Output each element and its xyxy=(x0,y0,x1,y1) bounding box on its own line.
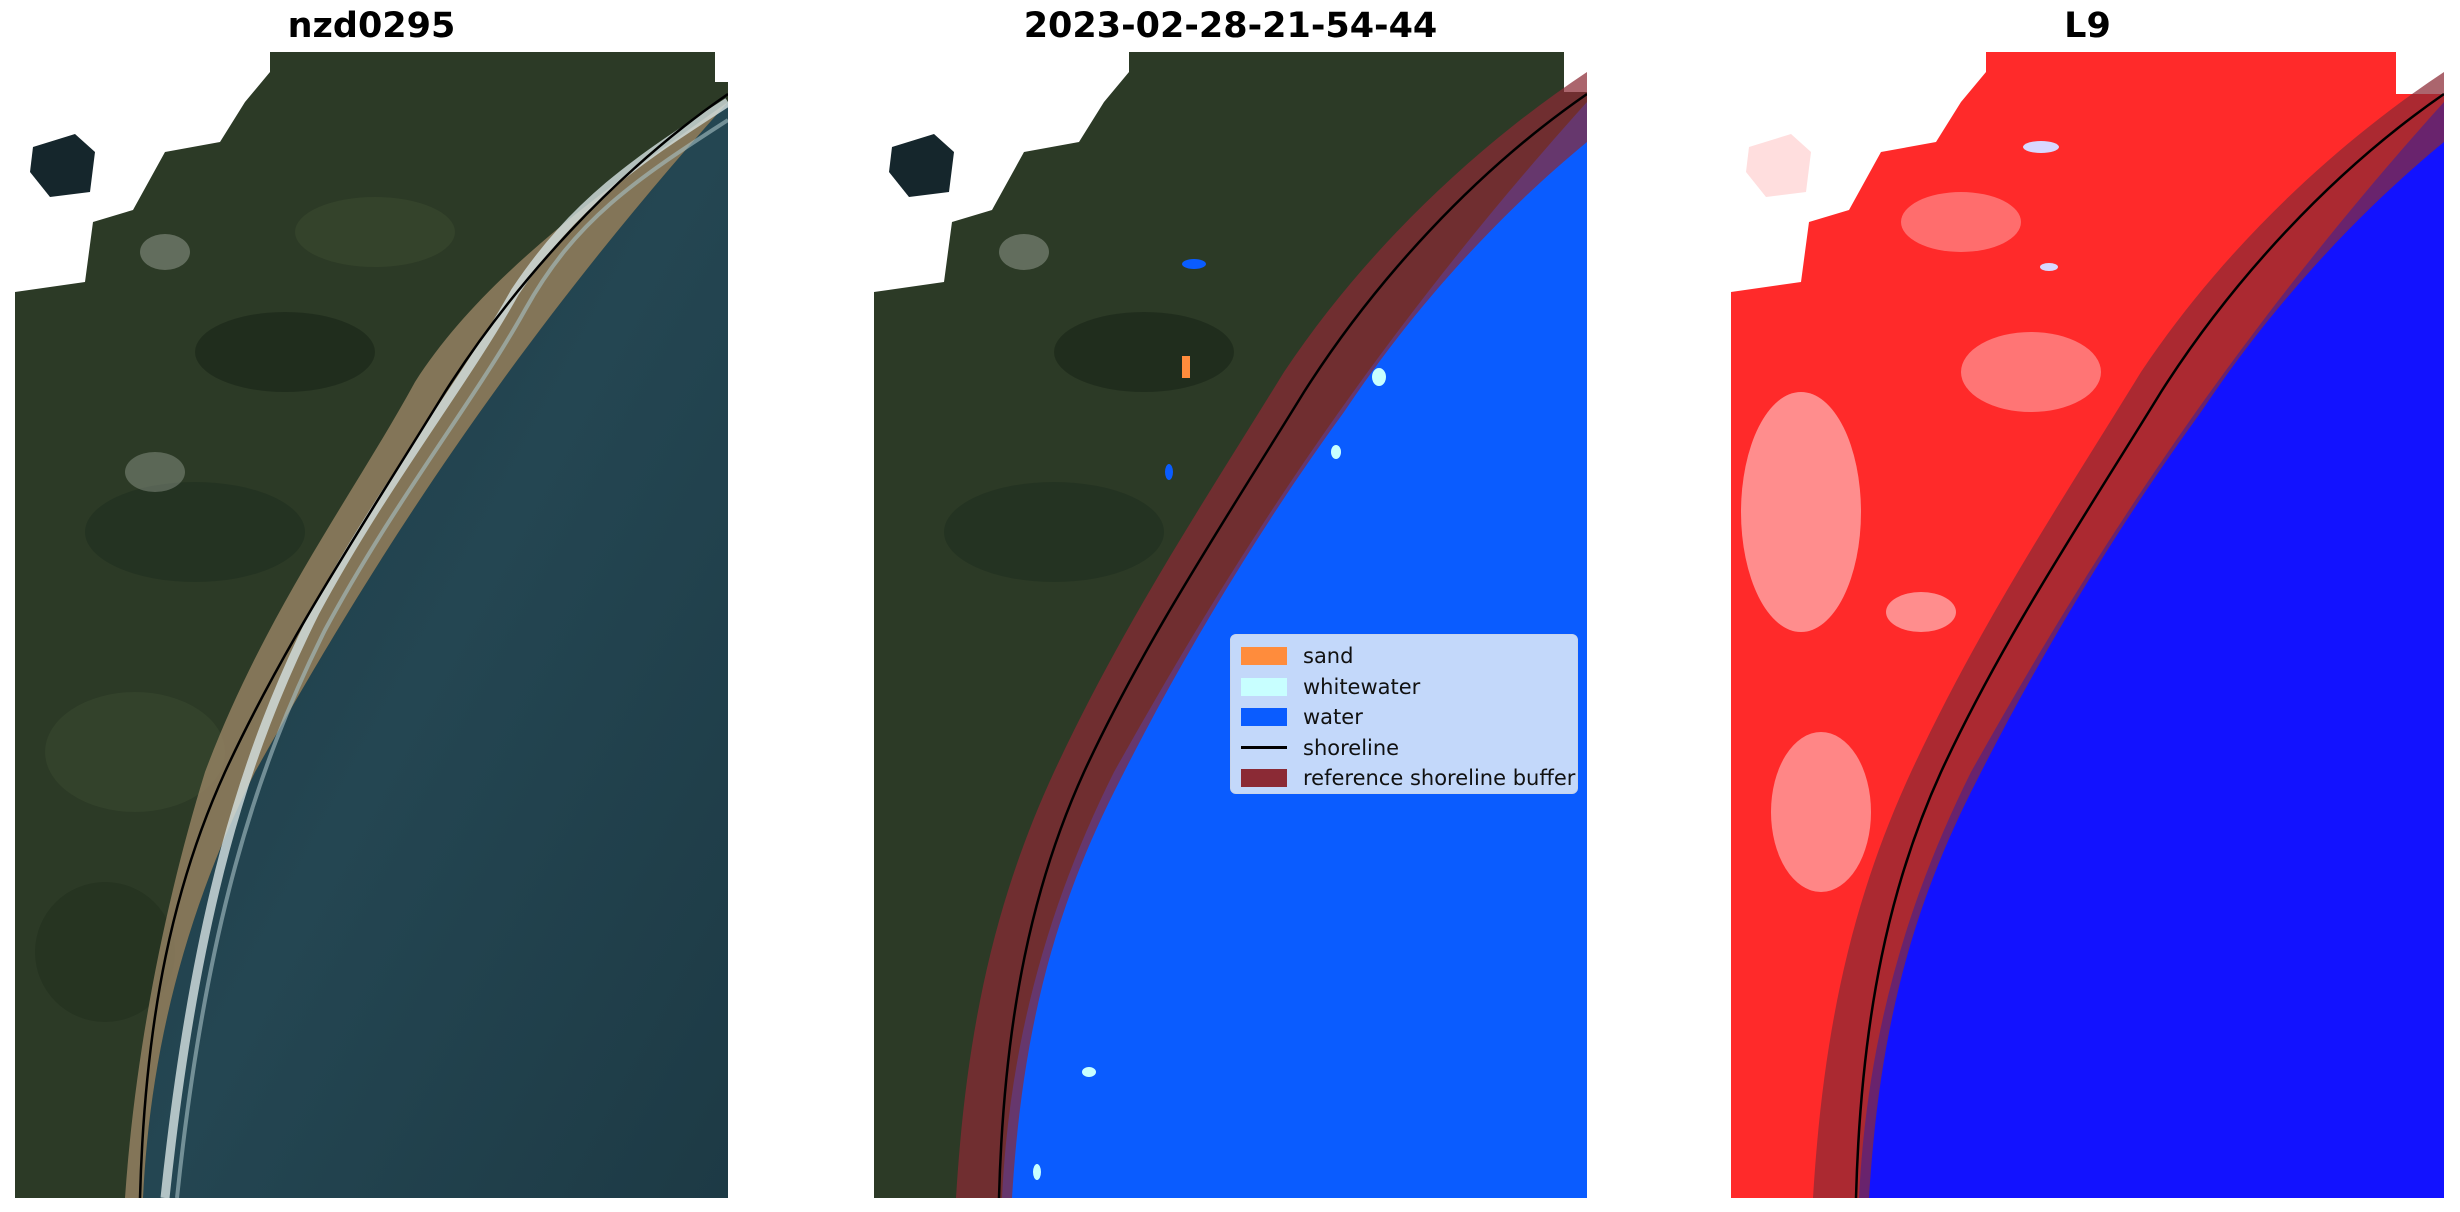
reference-shoreline-buffer xyxy=(956,72,1587,1198)
legend-swatch-buffer xyxy=(1241,769,1287,788)
ocean xyxy=(143,102,728,1198)
legend-item-shoreline: shoreline xyxy=(1241,733,1567,764)
panel-title-classification: 2023-02-28-21-54-44 xyxy=(1023,6,1438,46)
legend-swatch-water xyxy=(1241,708,1287,727)
classification-panel xyxy=(874,52,1587,1198)
shoreline-line xyxy=(138,92,728,1198)
nodata-region xyxy=(15,52,270,292)
legend-label: shoreline xyxy=(1303,735,1400,760)
panel-title-index: L9 xyxy=(2064,6,2111,46)
reference-shoreline-buffer xyxy=(1813,72,2444,1198)
lagoon xyxy=(30,134,95,197)
legend-label: water xyxy=(1303,705,1363,730)
shoreline-line xyxy=(1854,92,2444,1198)
shoreline-line xyxy=(997,92,1587,1198)
nodata-region xyxy=(1731,52,1986,292)
legend-label: sand xyxy=(1303,644,1354,669)
legend-swatch-whitewater xyxy=(1241,677,1287,696)
legend-swatch-sand xyxy=(1241,647,1287,666)
legend: sand whitewater water shoreline referenc… xyxy=(1230,634,1578,794)
index-panel xyxy=(1731,52,2444,1198)
legend-line-shoreline xyxy=(1241,746,1287,750)
legend-label: whitewater xyxy=(1303,674,1421,699)
legend-item-water: water xyxy=(1241,702,1567,733)
legend-label: reference shoreline buffer xyxy=(1303,766,1576,791)
surf-zone xyxy=(160,98,728,1198)
rgb-image-panel xyxy=(15,52,728,1198)
panel-title-rgb: nzd0295 xyxy=(287,6,456,46)
legend-item-sand: sand xyxy=(1241,641,1567,672)
legend-item-buffer: reference shoreline buffer xyxy=(1241,763,1575,794)
sand-patch xyxy=(1182,356,1190,378)
water-index xyxy=(1859,102,2444,1198)
nodata-region xyxy=(874,52,1129,292)
legend-item-whitewater: whitewater xyxy=(1241,672,1567,703)
